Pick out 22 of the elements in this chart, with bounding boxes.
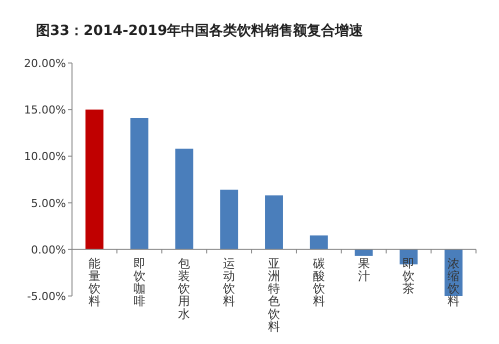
x-tick-label: 果汁 xyxy=(358,256,370,283)
x-tick-label: 亚洲特色饮料 xyxy=(267,256,280,334)
y-tick-label: 15.00% xyxy=(24,104,66,117)
bar xyxy=(354,249,373,256)
y-tick-label: 5.00% xyxy=(31,196,66,210)
bar xyxy=(265,195,283,250)
x-tick-label: 运动饮料 xyxy=(222,256,236,308)
x-tick-label: 包装饮用水 xyxy=(177,256,190,321)
y-tick-label: 20.00% xyxy=(24,57,66,70)
y-tick-label: 0.00% xyxy=(31,243,66,256)
x-tick-label: 能量饮料 xyxy=(87,256,100,308)
x-tick-label: 浓缩饮料 xyxy=(446,256,460,308)
x-tick-label: 碳酸饮料 xyxy=(312,256,325,308)
bar xyxy=(130,118,148,250)
chart-title: 图33：2014-2019年中国各类饮料销售额复合增速 xyxy=(36,22,364,39)
y-tick-label: -5.00% xyxy=(27,290,66,303)
bar xyxy=(310,235,328,250)
bar xyxy=(85,110,104,250)
x-tick-label: 即饮咖啡 xyxy=(132,256,146,308)
bar xyxy=(175,148,194,250)
bar xyxy=(220,190,238,250)
y-tick-label: 10.00% xyxy=(24,150,66,164)
